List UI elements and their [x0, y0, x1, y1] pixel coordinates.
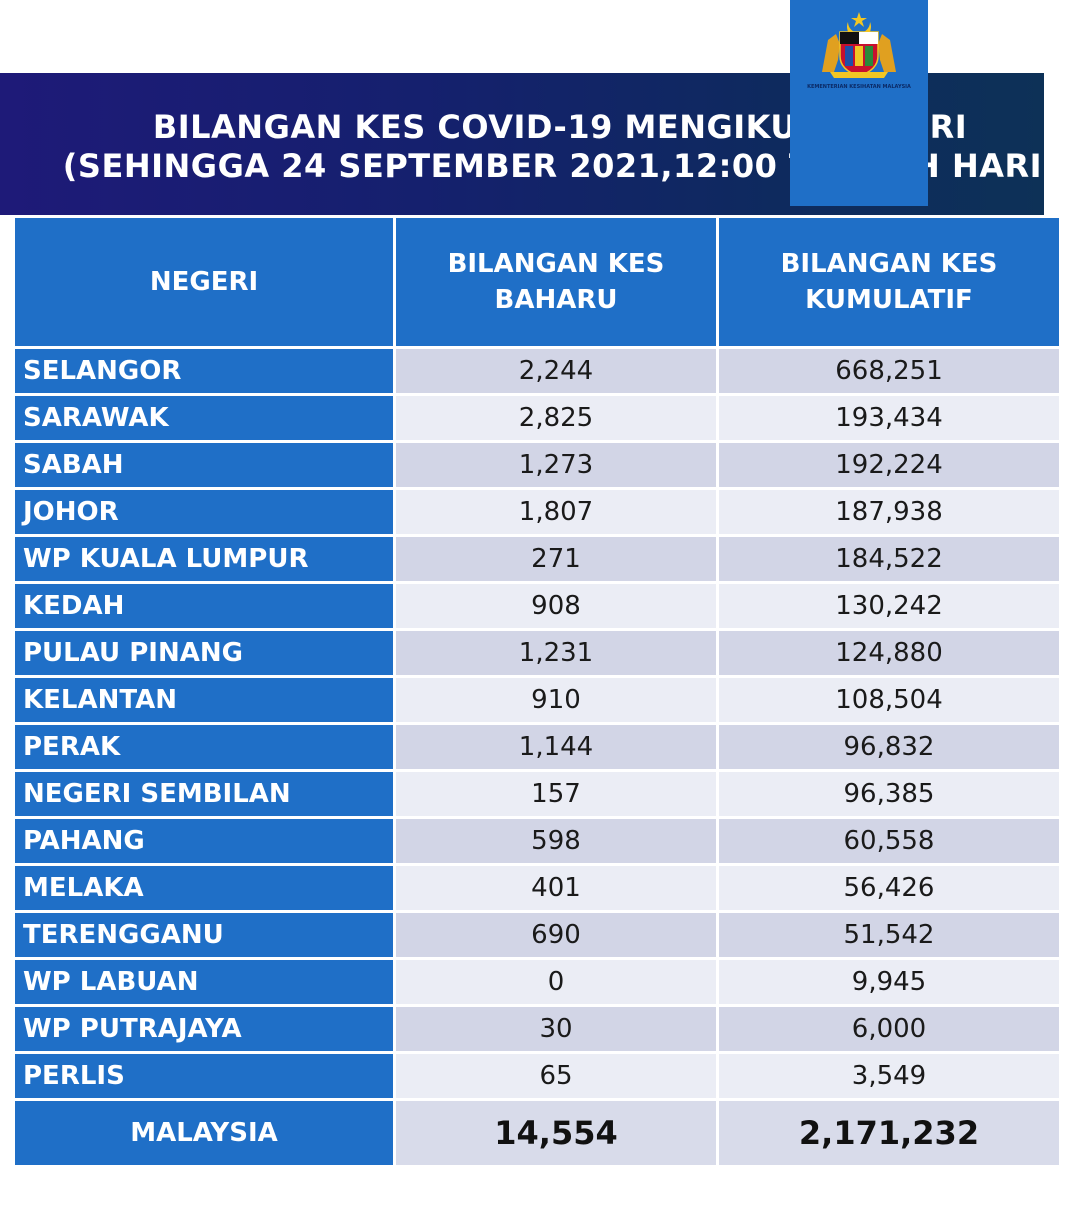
state-name: WP KUALA LUMPUR: [15, 537, 393, 581]
new-cases: 1,807: [396, 490, 716, 534]
table-header-row: NEGERI BILANGAN KES BAHARU BILANGAN KES …: [15, 218, 1059, 346]
state-name: PAHANG: [15, 819, 393, 863]
table-row: SABAH 1,273 192,224: [15, 443, 1059, 487]
table-row: WP PUTRAJAYA 30 6,000: [15, 1007, 1059, 1051]
total-new-cases: 14,554: [396, 1101, 716, 1165]
state-name: NEGERI SEMBILAN: [15, 772, 393, 816]
new-cases: 910: [396, 678, 716, 722]
cumulative-cases: 193,434: [719, 396, 1059, 440]
table-row: JOHOR 1,807 187,938: [15, 490, 1059, 534]
new-cases: 65: [396, 1054, 716, 1098]
new-cases: 908: [396, 584, 716, 628]
new-cases: 401: [396, 866, 716, 910]
new-cases: 598: [396, 819, 716, 863]
table-row: MELAKA 401 56,426: [15, 866, 1059, 910]
table-row: SARAWAK 2,825 193,434: [15, 396, 1059, 440]
new-cases: 30: [396, 1007, 716, 1051]
table-row: WP LABUAN 0 9,945: [15, 960, 1059, 1004]
cumulative-cases: 6,000: [719, 1007, 1059, 1051]
cumulative-cases: 60,558: [719, 819, 1059, 863]
new-cases: 0: [396, 960, 716, 1004]
state-name: PERAK: [15, 725, 393, 769]
header-new-cases: BILANGAN KES BAHARU: [396, 218, 716, 346]
coat-of-arms-icon: [822, 12, 896, 78]
table-row: NEGERI SEMBILAN 157 96,385: [15, 772, 1059, 816]
total-row: MALAYSIA 14,554 2,171,232: [15, 1101, 1059, 1165]
table-row: PERAK 1,144 96,832: [15, 725, 1059, 769]
new-cases: 2,244: [396, 349, 716, 393]
state-name: TERENGGANU: [15, 913, 393, 957]
cumulative-cases: 187,938: [719, 490, 1059, 534]
table-row: PULAU PINANG 1,231 124,880: [15, 631, 1059, 675]
table-row: PERLIS 65 3,549: [15, 1054, 1059, 1098]
cumulative-cases: 668,251: [719, 349, 1059, 393]
new-cases: 1,144: [396, 725, 716, 769]
state-name: WP LABUAN: [15, 960, 393, 1004]
covid-cases-table: NEGERI BILANGAN KES BAHARU BILANGAN KES …: [12, 215, 1062, 1168]
state-name: PERLIS: [15, 1054, 393, 1098]
table-row: TERENGGANU 690 51,542: [15, 913, 1059, 957]
table-row: PAHANG 598 60,558: [15, 819, 1059, 863]
state-name: WP PUTRAJAYA: [15, 1007, 393, 1051]
cumulative-cases: 56,426: [719, 866, 1059, 910]
cumulative-cases: 96,832: [719, 725, 1059, 769]
new-cases: 157: [396, 772, 716, 816]
cumulative-cases: 130,242: [719, 584, 1059, 628]
header-state: NEGERI: [15, 218, 393, 346]
new-cases: 2,825: [396, 396, 716, 440]
state-name: MELAKA: [15, 866, 393, 910]
cumulative-cases: 192,224: [719, 443, 1059, 487]
total-label: MALAYSIA: [15, 1101, 393, 1165]
new-cases: 1,231: [396, 631, 716, 675]
new-cases: 690: [396, 913, 716, 957]
crest-caption: KEMENTERIAN KESIHATAN MALAYSIA: [807, 84, 911, 90]
state-name: JOHOR: [15, 490, 393, 534]
cumulative-cases: 108,504: [719, 678, 1059, 722]
crest-panel: KEMENTERIAN KESIHATAN MALAYSIA: [790, 0, 928, 206]
table-row: WP KUALA LUMPUR 271 184,522: [15, 537, 1059, 581]
state-name: SABAH: [15, 443, 393, 487]
header-cumulative-cases: BILANGAN KES KUMULATIF: [719, 218, 1059, 346]
table-body: SELANGOR 2,244 668,251 SARAWAK 2,825 193…: [15, 349, 1059, 1098]
cumulative-cases: 184,522: [719, 537, 1059, 581]
new-cases: 271: [396, 537, 716, 581]
cumulative-cases: 51,542: [719, 913, 1059, 957]
state-name: SARAWAK: [15, 396, 393, 440]
new-cases: 1,273: [396, 443, 716, 487]
total-cumulative-cases: 2,171,232: [719, 1101, 1059, 1165]
cumulative-cases: 9,945: [719, 960, 1059, 1004]
state-name: SELANGOR: [15, 349, 393, 393]
state-name: KELANTAN: [15, 678, 393, 722]
table-row: KELANTAN 910 108,504: [15, 678, 1059, 722]
cumulative-cases: 3,549: [719, 1054, 1059, 1098]
table-row: KEDAH 908 130,242: [15, 584, 1059, 628]
table-row: SELANGOR 2,244 668,251: [15, 349, 1059, 393]
state-name: KEDAH: [15, 584, 393, 628]
cumulative-cases: 96,385: [719, 772, 1059, 816]
cumulative-cases: 124,880: [719, 631, 1059, 675]
state-name: PULAU PINANG: [15, 631, 393, 675]
